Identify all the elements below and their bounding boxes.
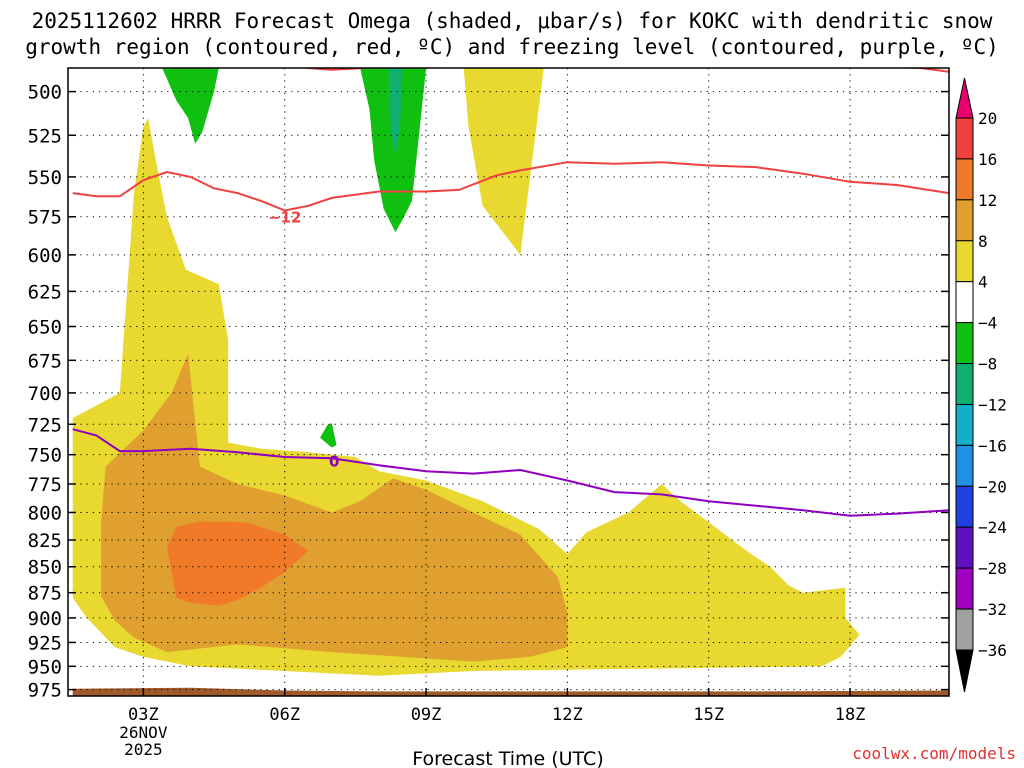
shaded-region-4 — [162, 68, 219, 144]
y-tick-label-600: 600 — [28, 245, 62, 267]
plot-frame — [67, 67, 950, 697]
colorbar-label-7: −12 — [978, 395, 1007, 414]
colorbar-box-9 — [955, 485, 974, 528]
x-tick-label-15Z: 15Z — [693, 705, 724, 725]
y-tick-label-825: 825 — [28, 530, 62, 552]
colorbar-box-5 — [955, 322, 974, 365]
colorbar-label-5: −4 — [978, 314, 997, 333]
contour-labels: 0 −12 — [268, 209, 339, 471]
colorbar-label-11: −28 — [978, 559, 1007, 578]
colorbar-label-0: 20 — [978, 109, 997, 128]
x-axis-label: Forecast Time (UTC) — [412, 748, 603, 768]
contour-line-1 — [72, 161, 949, 212]
colorbar-label-3: 8 — [978, 232, 988, 251]
y-tick-label-950: 950 — [28, 656, 62, 678]
title-line-2: growth region (contoured, red, ºC) and f… — [25, 35, 999, 59]
colorbar-box-6 — [955, 363, 974, 405]
date-label-0: 26NOV — [119, 723, 168, 742]
colorbar-bottom-arrow — [955, 649, 974, 693]
colorbar-label-13: −36 — [978, 641, 1007, 660]
x-tick-label-06Z: 06Z — [269, 705, 300, 725]
colorbar-box-3 — [955, 240, 974, 283]
y-axis: 500 525 550 575 600 625 650 675 700 725 750 775 800 8… — [28, 82, 949, 702]
y-tick-label-775: 775 — [28, 474, 62, 496]
colorbar-box-11 — [955, 567, 974, 610]
colorbar-box-4 — [955, 281, 974, 324]
y-tick-label-750: 750 — [28, 445, 62, 467]
colorbar-label-12: −32 — [978, 600, 1007, 619]
colorbar-box-0 — [955, 117, 974, 160]
y-tick-label-875: 875 — [28, 583, 62, 605]
y-tick-label-900: 900 — [28, 608, 62, 630]
colorbar-box-2 — [955, 199, 974, 242]
y-tick-label-575: 575 — [28, 207, 62, 229]
y-tick-label-650: 650 — [28, 317, 62, 339]
title-line-1: 2025112602 HRRR Forecast Omega (shaded, … — [31, 9, 993, 33]
colorbar-label-9: −20 — [978, 477, 1007, 496]
x-tick-label-09Z: 09Z — [411, 705, 442, 725]
colorbar-box-10 — [955, 526, 974, 569]
date-label-1: 2025 — [124, 740, 163, 759]
y-tick-label-850: 850 — [28, 557, 62, 579]
x-tick-label-12Z: 12Z — [552, 705, 583, 725]
y-tick-label-925: 925 — [28, 632, 62, 654]
shaded-region-7 — [320, 423, 337, 448]
y-tick-label-700: 700 — [28, 383, 62, 405]
colorbar-box-7 — [955, 403, 974, 446]
y-tick-label-725: 725 — [28, 414, 62, 436]
credit-text: coolwx.com/models — [852, 744, 1016, 763]
contour-label-1: −12 — [268, 209, 301, 227]
shaded-region-3 — [166, 521, 309, 606]
colorbar-label-6: −8 — [978, 355, 997, 374]
chart-title: 2025112602 HRRR Forecast Omega (shaded, … — [0, 8, 1024, 60]
x-tick-label-03Z: 03Z — [128, 705, 159, 725]
colorbar-box-12 — [955, 608, 974, 651]
x-tick-label-18Z: 18Z — [835, 705, 866, 725]
colorbar-box-1 — [955, 158, 974, 201]
shaded-region-8 — [72, 687, 949, 696]
contours — [72, 68, 949, 517]
y-tick-label-800: 800 — [28, 502, 62, 524]
y-tick-label-500: 500 — [28, 82, 62, 104]
colorbar-label-10: −24 — [978, 518, 1007, 537]
colorbar-label-4: 4 — [978, 273, 988, 292]
y-tick-label-625: 625 — [28, 281, 62, 303]
colorbar-label-1: 16 — [978, 150, 997, 169]
colorbar-label-8: −16 — [978, 436, 1007, 455]
y-tick-label-675: 675 — [28, 350, 62, 372]
y-tick-label-525: 525 — [28, 125, 62, 147]
shaded-region-6 — [388, 68, 403, 156]
colorbar-top-arrow — [955, 77, 974, 119]
colorbar-label-2: 12 — [978, 191, 997, 210]
contour-line-0 — [72, 428, 949, 517]
shaded-regions — [72, 68, 949, 696]
colorbar-box-8 — [955, 444, 974, 487]
grid — [68, 68, 949, 696]
shaded-region-1 — [463, 68, 544, 255]
contour-line-3 — [894, 68, 949, 73]
contour-line-2 — [301, 68, 371, 71]
colorbar: 20 16 12 8 4 −4 −8 −12 −16 −20 −24 −28 −32 −36 — [955, 77, 1007, 693]
y-tick-label-550: 550 — [28, 167, 62, 189]
y-tick-label-975: 975 — [28, 680, 62, 702]
contour-label-0: 0 — [329, 453, 339, 471]
